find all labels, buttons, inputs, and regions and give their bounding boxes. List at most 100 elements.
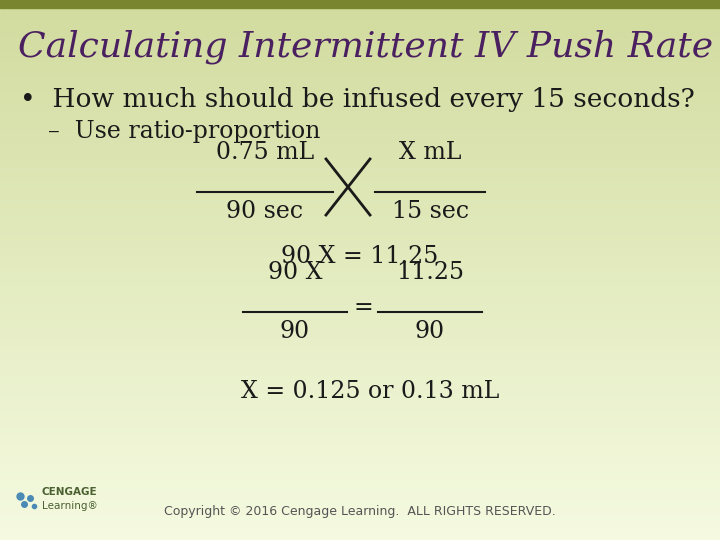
Bar (0, 73, 720, 76)
Bar (0, 378, 720, 381)
Bar (0, 508, 720, 510)
Bar (0, 405, 720, 408)
Bar (0, 394, 720, 397)
Bar (0, 216, 720, 219)
Bar (0, 43, 720, 46)
Bar (0, 202, 720, 205)
Text: 90: 90 (280, 320, 310, 343)
Bar (0, 176, 720, 178)
Bar (0, 178, 720, 181)
Bar (0, 256, 720, 259)
Bar (0, 500, 720, 502)
Bar (0, 162, 720, 165)
Bar (0, 427, 720, 429)
Bar (0, 184, 720, 186)
Bar (0, 192, 720, 194)
Bar (0, 86, 720, 89)
Bar (0, 54, 720, 57)
Bar (0, 251, 720, 254)
Bar (0, 335, 720, 338)
Bar (0, 321, 720, 324)
Bar (0, 62, 720, 65)
Bar (0, 130, 720, 132)
Bar (0, 464, 720, 467)
Bar (0, 116, 720, 119)
Bar (0, 140, 720, 143)
Bar (0, 32, 720, 35)
Bar (0, 526, 720, 529)
Bar (0, 100, 720, 103)
Bar (0, 135, 720, 138)
Bar (0, 502, 720, 505)
Bar (0, 275, 720, 278)
Bar (0, 186, 720, 189)
Bar (0, 354, 720, 356)
Bar (0, 232, 720, 235)
Bar (0, 516, 720, 518)
Bar (0, 219, 720, 221)
Bar (0, 324, 720, 327)
Bar (0, 456, 720, 459)
Bar (0, 246, 720, 248)
Bar (0, 240, 720, 243)
Text: Calculating Intermittent IV Push Rate: Calculating Intermittent IV Push Rate (18, 30, 713, 64)
Bar (0, 254, 720, 256)
Bar (0, 467, 720, 470)
Bar (0, 259, 720, 262)
Bar (0, 157, 720, 159)
Bar (0, 238, 720, 240)
Bar (0, 189, 720, 192)
Bar (0, 537, 720, 540)
Bar (0, 0, 720, 3)
Bar (0, 270, 720, 273)
Bar (0, 424, 720, 427)
Bar (0, 532, 720, 535)
Bar (0, 89, 720, 92)
Bar (0, 383, 720, 386)
Bar (0, 205, 720, 208)
Bar (0, 154, 720, 157)
Bar (0, 510, 720, 513)
Bar (0, 30, 720, 32)
Bar (0, 300, 720, 302)
Bar (0, 262, 720, 265)
Bar (0, 200, 720, 202)
Bar (0, 35, 720, 38)
Bar (0, 284, 720, 286)
Bar (0, 94, 720, 97)
Bar (0, 138, 720, 140)
Text: CENGAGE: CENGAGE (42, 487, 98, 497)
Bar (0, 340, 720, 343)
Bar (0, 351, 720, 354)
Bar (0, 313, 720, 316)
Bar (0, 454, 720, 456)
Bar (0, 294, 720, 297)
Bar (0, 292, 720, 294)
Bar (0, 49, 720, 51)
Bar (0, 281, 720, 284)
Bar (0, 505, 720, 508)
Bar (0, 364, 720, 367)
Bar (0, 513, 720, 516)
Text: 15 sec: 15 sec (392, 200, 469, 223)
Bar (0, 151, 720, 154)
Bar (0, 235, 720, 238)
Bar (0, 305, 720, 308)
Bar (0, 462, 720, 464)
Bar (0, 148, 720, 151)
Bar (0, 429, 720, 432)
Bar (0, 173, 720, 176)
Bar (0, 302, 720, 305)
Bar (0, 194, 720, 197)
Text: –  Use ratio-proportion: – Use ratio-proportion (48, 120, 320, 143)
Bar (0, 181, 720, 184)
Bar (0, 475, 720, 478)
Bar (0, 76, 720, 78)
Bar (0, 40, 720, 43)
Bar (0, 524, 720, 526)
Bar (0, 418, 720, 421)
Bar (0, 213, 720, 216)
Bar (0, 316, 720, 319)
Bar (0, 16, 720, 19)
Bar (0, 392, 720, 394)
